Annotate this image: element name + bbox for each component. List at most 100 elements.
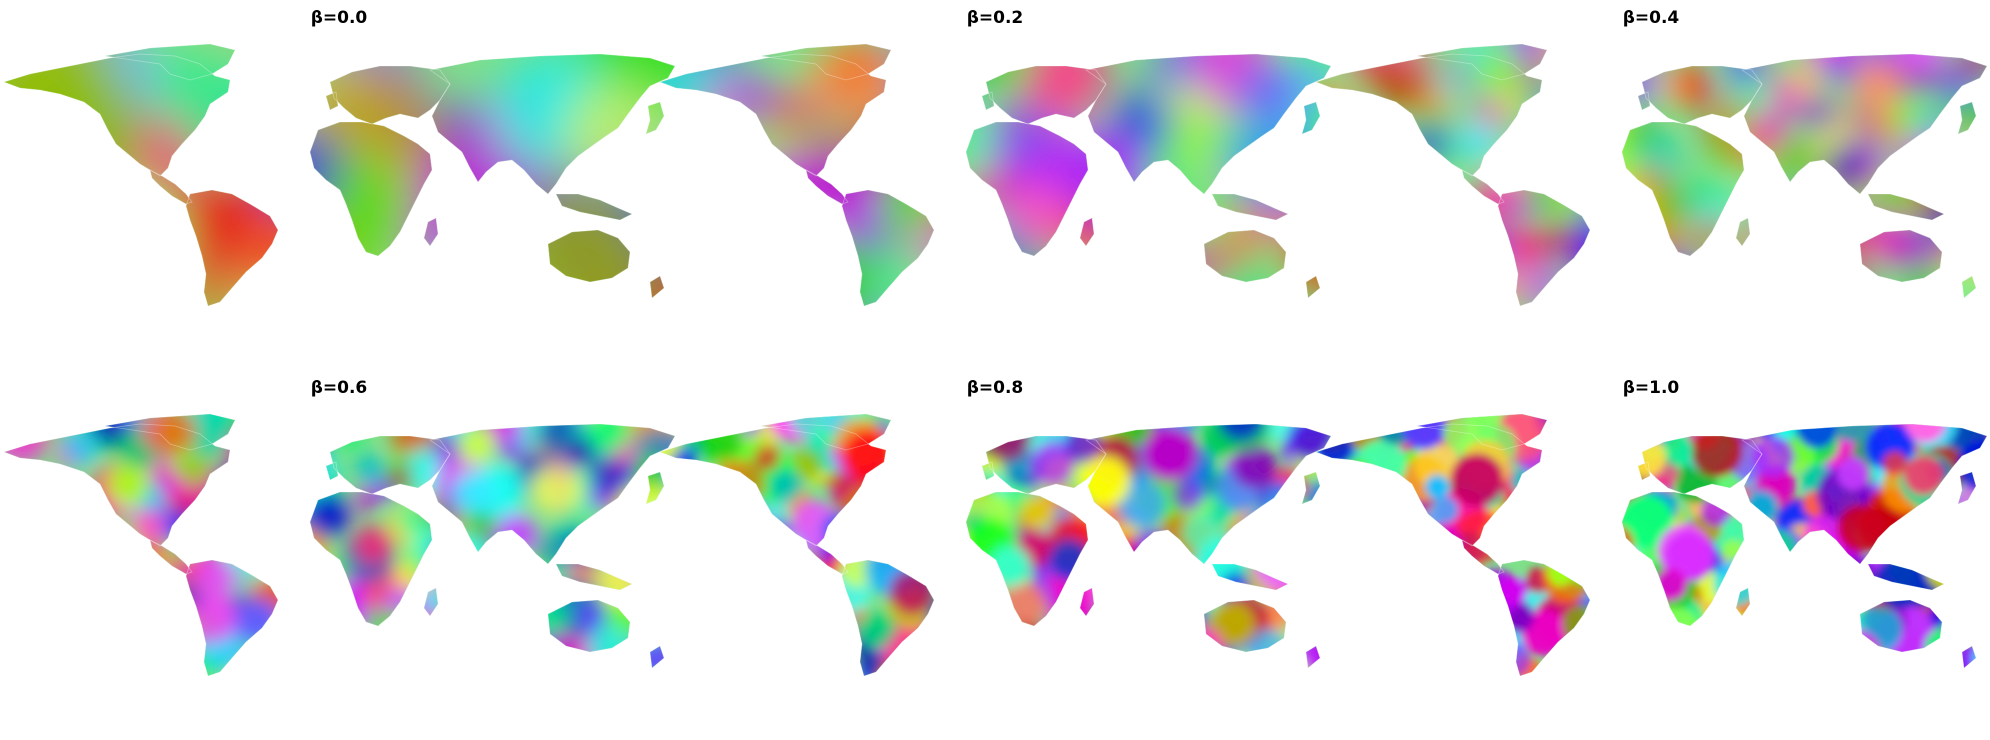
coastline	[185, 559, 279, 677]
coastline	[1497, 189, 1591, 307]
coastline	[649, 645, 665, 669]
coastline	[325, 91, 339, 111]
coastline	[841, 189, 935, 307]
world-map	[656, 44, 1334, 308]
coastline	[760, 414, 892, 451]
coastline	[149, 169, 193, 205]
coastline	[985, 435, 1107, 495]
coastline	[309, 491, 433, 627]
coastline	[1741, 53, 1988, 195]
coastline	[658, 423, 887, 547]
panel-title: β=1.0	[1622, 378, 1680, 398]
coastline	[1085, 53, 1332, 195]
coastline	[1641, 435, 1763, 495]
panel-title: β=0.0	[310, 8, 368, 28]
panel-title: β=0.8	[966, 378, 1024, 398]
coastline	[1637, 461, 1651, 481]
map-panel-beta-0-0: β=0.0	[0, 8, 678, 308]
world-map-svg	[2, 44, 676, 307]
coastline	[1211, 193, 1289, 221]
color-field	[1316, 44, 1987, 306]
map-panel-beta-0-4: β=0.4	[1312, 8, 1990, 308]
coastline	[1621, 121, 1745, 257]
map-panel-beta-0-8: β=0.8	[656, 378, 1334, 678]
coastline	[1867, 563, 1945, 591]
coastline	[981, 461, 995, 481]
coastline	[1305, 275, 1321, 299]
coastline	[104, 44, 236, 81]
coastline	[2, 53, 231, 177]
world-map-svg	[1314, 414, 1988, 677]
coastline	[1641, 65, 1763, 125]
coastline	[555, 193, 633, 221]
world-map	[0, 44, 678, 308]
coastline	[1957, 471, 1977, 505]
coastline	[547, 229, 631, 283]
coastline	[1416, 44, 1548, 81]
coastline	[985, 65, 1107, 125]
color-field	[660, 44, 1331, 306]
coastline	[1621, 491, 1745, 627]
coastline	[1085, 423, 1332, 565]
coastline	[1957, 101, 1977, 135]
color-field	[1316, 414, 1987, 676]
coastline	[1416, 414, 1548, 451]
coastline	[1203, 229, 1287, 283]
coastline	[1637, 91, 1651, 111]
coastline	[2, 423, 231, 547]
coastline	[1497, 559, 1591, 677]
coastline	[1314, 423, 1543, 547]
coastline	[1301, 101, 1321, 135]
coastline	[429, 53, 676, 195]
coastline	[805, 169, 849, 205]
coastline	[309, 121, 433, 257]
world-map-svg	[2, 414, 676, 677]
world-map-svg	[658, 44, 1332, 307]
world-map	[656, 414, 1334, 678]
coastline	[104, 414, 236, 451]
map-panel-beta-0-2: β=0.2	[656, 8, 1334, 308]
coastline	[981, 91, 995, 111]
coastline	[841, 559, 935, 677]
color-field	[660, 414, 1331, 676]
world-map	[0, 414, 678, 678]
coastline	[965, 491, 1089, 627]
world-map-svg	[658, 414, 1332, 677]
coastline	[1203, 599, 1287, 653]
coastline	[1461, 539, 1505, 575]
coastline	[760, 44, 892, 81]
panel-title: β=0.4	[1622, 8, 1680, 28]
coastline	[329, 65, 451, 125]
color-field	[4, 44, 675, 306]
coastline	[1301, 471, 1321, 505]
coastline	[1735, 217, 1751, 247]
coastline	[429, 423, 676, 565]
world-map-svg	[1314, 44, 1988, 307]
color-field	[4, 414, 675, 676]
coastline	[325, 461, 339, 481]
coastline	[645, 471, 665, 505]
panel-title: β=0.2	[966, 8, 1024, 28]
coastline	[805, 539, 849, 575]
coastline	[555, 563, 633, 591]
world-map	[1312, 414, 1990, 678]
coastline	[185, 189, 279, 307]
coastline	[649, 275, 665, 299]
coastline	[1461, 169, 1505, 205]
map-panel-beta-1-0: β=1.0	[1312, 378, 1990, 678]
panel-title: β=0.6	[310, 378, 368, 398]
coastline	[1859, 229, 1943, 283]
coastline	[547, 599, 631, 653]
coastline	[658, 53, 887, 177]
coastline	[645, 101, 665, 135]
coastline	[1211, 563, 1289, 591]
world-map	[1312, 44, 1990, 308]
coastline	[1961, 275, 1977, 299]
coastline	[1859, 599, 1943, 653]
coastline	[1741, 423, 1988, 565]
coastline	[1314, 53, 1543, 177]
coastline	[965, 121, 1089, 257]
coastline	[423, 587, 439, 617]
coastline	[1867, 193, 1945, 221]
map-panel-beta-0-6: β=0.6	[0, 378, 678, 678]
